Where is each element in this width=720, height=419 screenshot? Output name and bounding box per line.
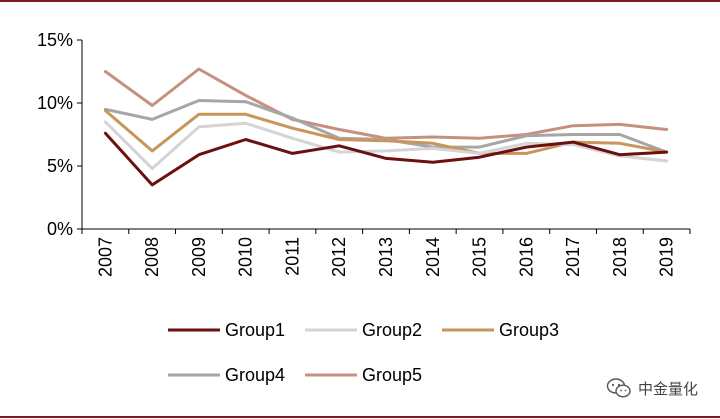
y-tick-label: 5% <box>47 156 73 176</box>
legend-item-group1: Group1 <box>168 320 285 340</box>
axes: 0% 5% 10% 15% 2007 2008 2009 2010 2011 2012 2013 20… <box>37 30 691 277</box>
series-layer <box>103 67 669 187</box>
watermark: 中金量化 <box>606 376 698 400</box>
series-line-group2 <box>103 120 669 170</box>
legend-label: Group4 <box>225 365 285 385</box>
x-tick-label: 2010 <box>236 237 256 277</box>
y-tick-label: 15% <box>37 30 73 50</box>
x-tick-label: 2018 <box>610 237 630 277</box>
legend-item-group4: Group4 <box>168 365 285 385</box>
x-tick-label: 2008 <box>142 237 162 277</box>
y-tick-label: 10% <box>37 93 73 113</box>
legend-label: Group5 <box>362 365 422 385</box>
x-tick-label: 2009 <box>189 237 209 277</box>
x-tick-label: 2007 <box>95 237 115 277</box>
x-tick-label: 2017 <box>563 237 583 277</box>
legend-label: Group3 <box>499 320 559 340</box>
x-tick-label: 2011 <box>282 237 302 276</box>
watermark-text: 中金量化 <box>637 379 698 398</box>
x-tick-label: 2012 <box>329 237 349 277</box>
legend-item-group5: Group5 <box>305 365 422 385</box>
legend-item-group2: Group2 <box>305 320 422 340</box>
x-tick-label: 2013 <box>376 237 396 277</box>
x-tick-label: 2019 <box>657 237 677 277</box>
x-tick-label: 2016 <box>516 237 536 277</box>
x-tick-label: 2014 <box>423 237 443 277</box>
legend-item-group3: Group3 <box>442 320 559 340</box>
y-tick-label: 0% <box>47 219 73 239</box>
legend-label: Group1 <box>225 320 285 340</box>
x-tick-label: 2015 <box>470 237 490 277</box>
legend-label: Group2 <box>362 320 422 340</box>
series-line-group1 <box>103 131 669 187</box>
wechat-icon <box>606 378 631 398</box>
legend: Group1 Group2 Group3 Group4 Group5 <box>168 320 559 385</box>
